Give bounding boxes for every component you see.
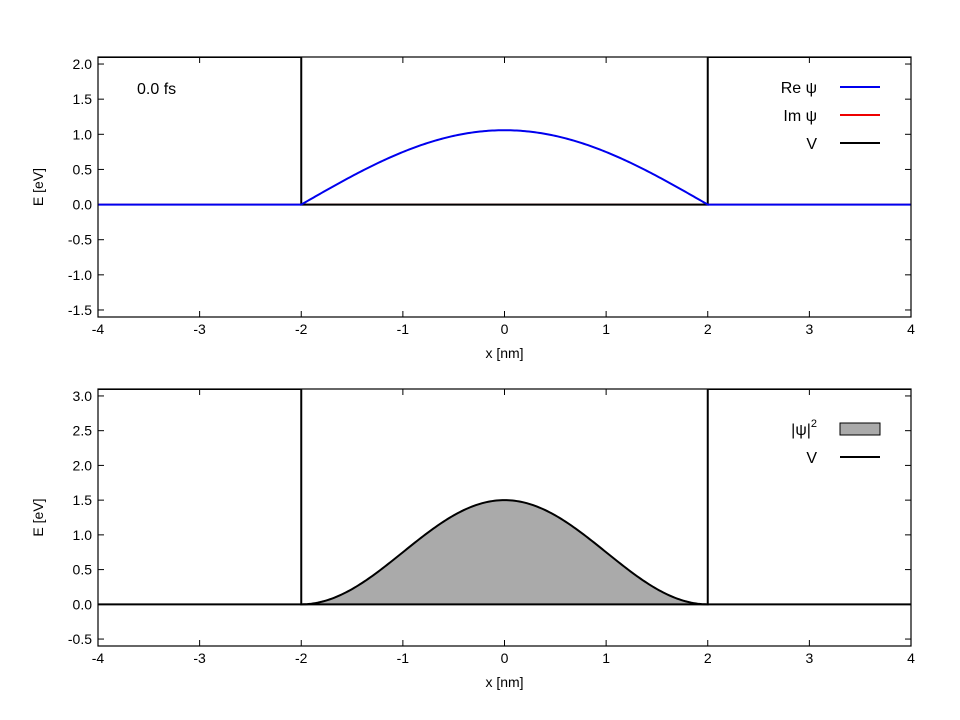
series-potential — [98, 389, 911, 606]
x-tick-label: 4 — [907, 650, 915, 666]
y-tick-label: 0.0 — [73, 197, 93, 213]
y-tick-label: 2.5 — [73, 423, 93, 439]
y-tick-label: 2.0 — [73, 56, 93, 72]
y-axis-label: E [eV] — [30, 168, 46, 206]
y-tick-label: -0.5 — [68, 631, 92, 647]
x-tick-label: 3 — [805, 321, 813, 337]
x-tick-label: -2 — [295, 321, 308, 337]
y-tick-label: 1.5 — [73, 492, 93, 508]
x-axis-label: x [nm] — [485, 674, 523, 690]
x-axis-label: x [nm] — [485, 345, 523, 361]
x-tick-label: -4 — [92, 321, 105, 337]
x-tick-label: -3 — [193, 321, 206, 337]
legend-label: V — [806, 136, 817, 153]
bottom-chart-probability-density: -4 -3 -2 -1 0 1 2 3 4 -0.5 0.0 0.5 1.0 1.5 2.0 2.5 3.0 x … — [30, 388, 915, 690]
x-tick-label: 0 — [501, 650, 509, 666]
y-tick-label: 1.0 — [73, 527, 93, 543]
legend-swatch-density — [839, 422, 881, 436]
y-tick-label: 0.5 — [73, 161, 93, 177]
x-tick-label: 3 — [805, 650, 813, 666]
series-re-psi — [98, 129, 911, 206]
y-tick-label: 1.5 — [73, 91, 93, 107]
series-density-outline — [98, 499, 911, 606]
legend: Re ψ Im ψ V — [781, 80, 880, 153]
y-tick-label: 0.5 — [73, 562, 93, 578]
legend-label: V — [806, 450, 817, 467]
y-tick-label: -0.5 — [68, 232, 92, 248]
x-tick-label: -4 — [92, 650, 105, 666]
x-tick-label: -1 — [397, 321, 410, 337]
y-tick-label: -1.5 — [68, 302, 92, 318]
plot-frame — [97, 388, 912, 647]
top-chart-wavefunction: -4 -3 -2 -1 0 1 2 3 4 -1.5 -1.0 -0.5 0.0 0.5 1.0 1.5 2.0… — [30, 56, 915, 361]
y-tick-label: 1.0 — [73, 126, 93, 142]
y-tick-label: 2.0 — [73, 457, 93, 473]
time-annotation: 0.0 fs — [137, 81, 176, 98]
plot-frame — [97, 56, 912, 318]
series-potential — [98, 57, 911, 206]
x-tick-label: 2 — [704, 650, 712, 666]
legend-label: Re ψ — [781, 80, 817, 97]
legend-label: |ψ|2 — [791, 418, 817, 439]
y-tick-label: -1.0 — [68, 267, 92, 283]
x-tick-label: 2 — [704, 321, 712, 337]
x-tick-label: 0 — [501, 321, 509, 337]
y-tick-label: 3.0 — [73, 388, 93, 404]
y-tick-label: 0.0 — [73, 596, 93, 612]
x-tick-label: 1 — [602, 650, 610, 666]
plot-area — [98, 57, 911, 206]
x-tick-label: -2 — [295, 650, 308, 666]
y-axis-label: E [eV] — [30, 498, 46, 536]
x-tick-label: 1 — [602, 321, 610, 337]
plot-area — [98, 389, 911, 606]
series-density-fill — [98, 500, 911, 605]
legend-label: Im ψ — [783, 108, 817, 125]
x-tick-label: 4 — [907, 321, 915, 337]
legend: |ψ|2 V — [791, 418, 881, 467]
x-tick-label: -1 — [397, 650, 410, 666]
x-tick-label: -3 — [193, 650, 206, 666]
